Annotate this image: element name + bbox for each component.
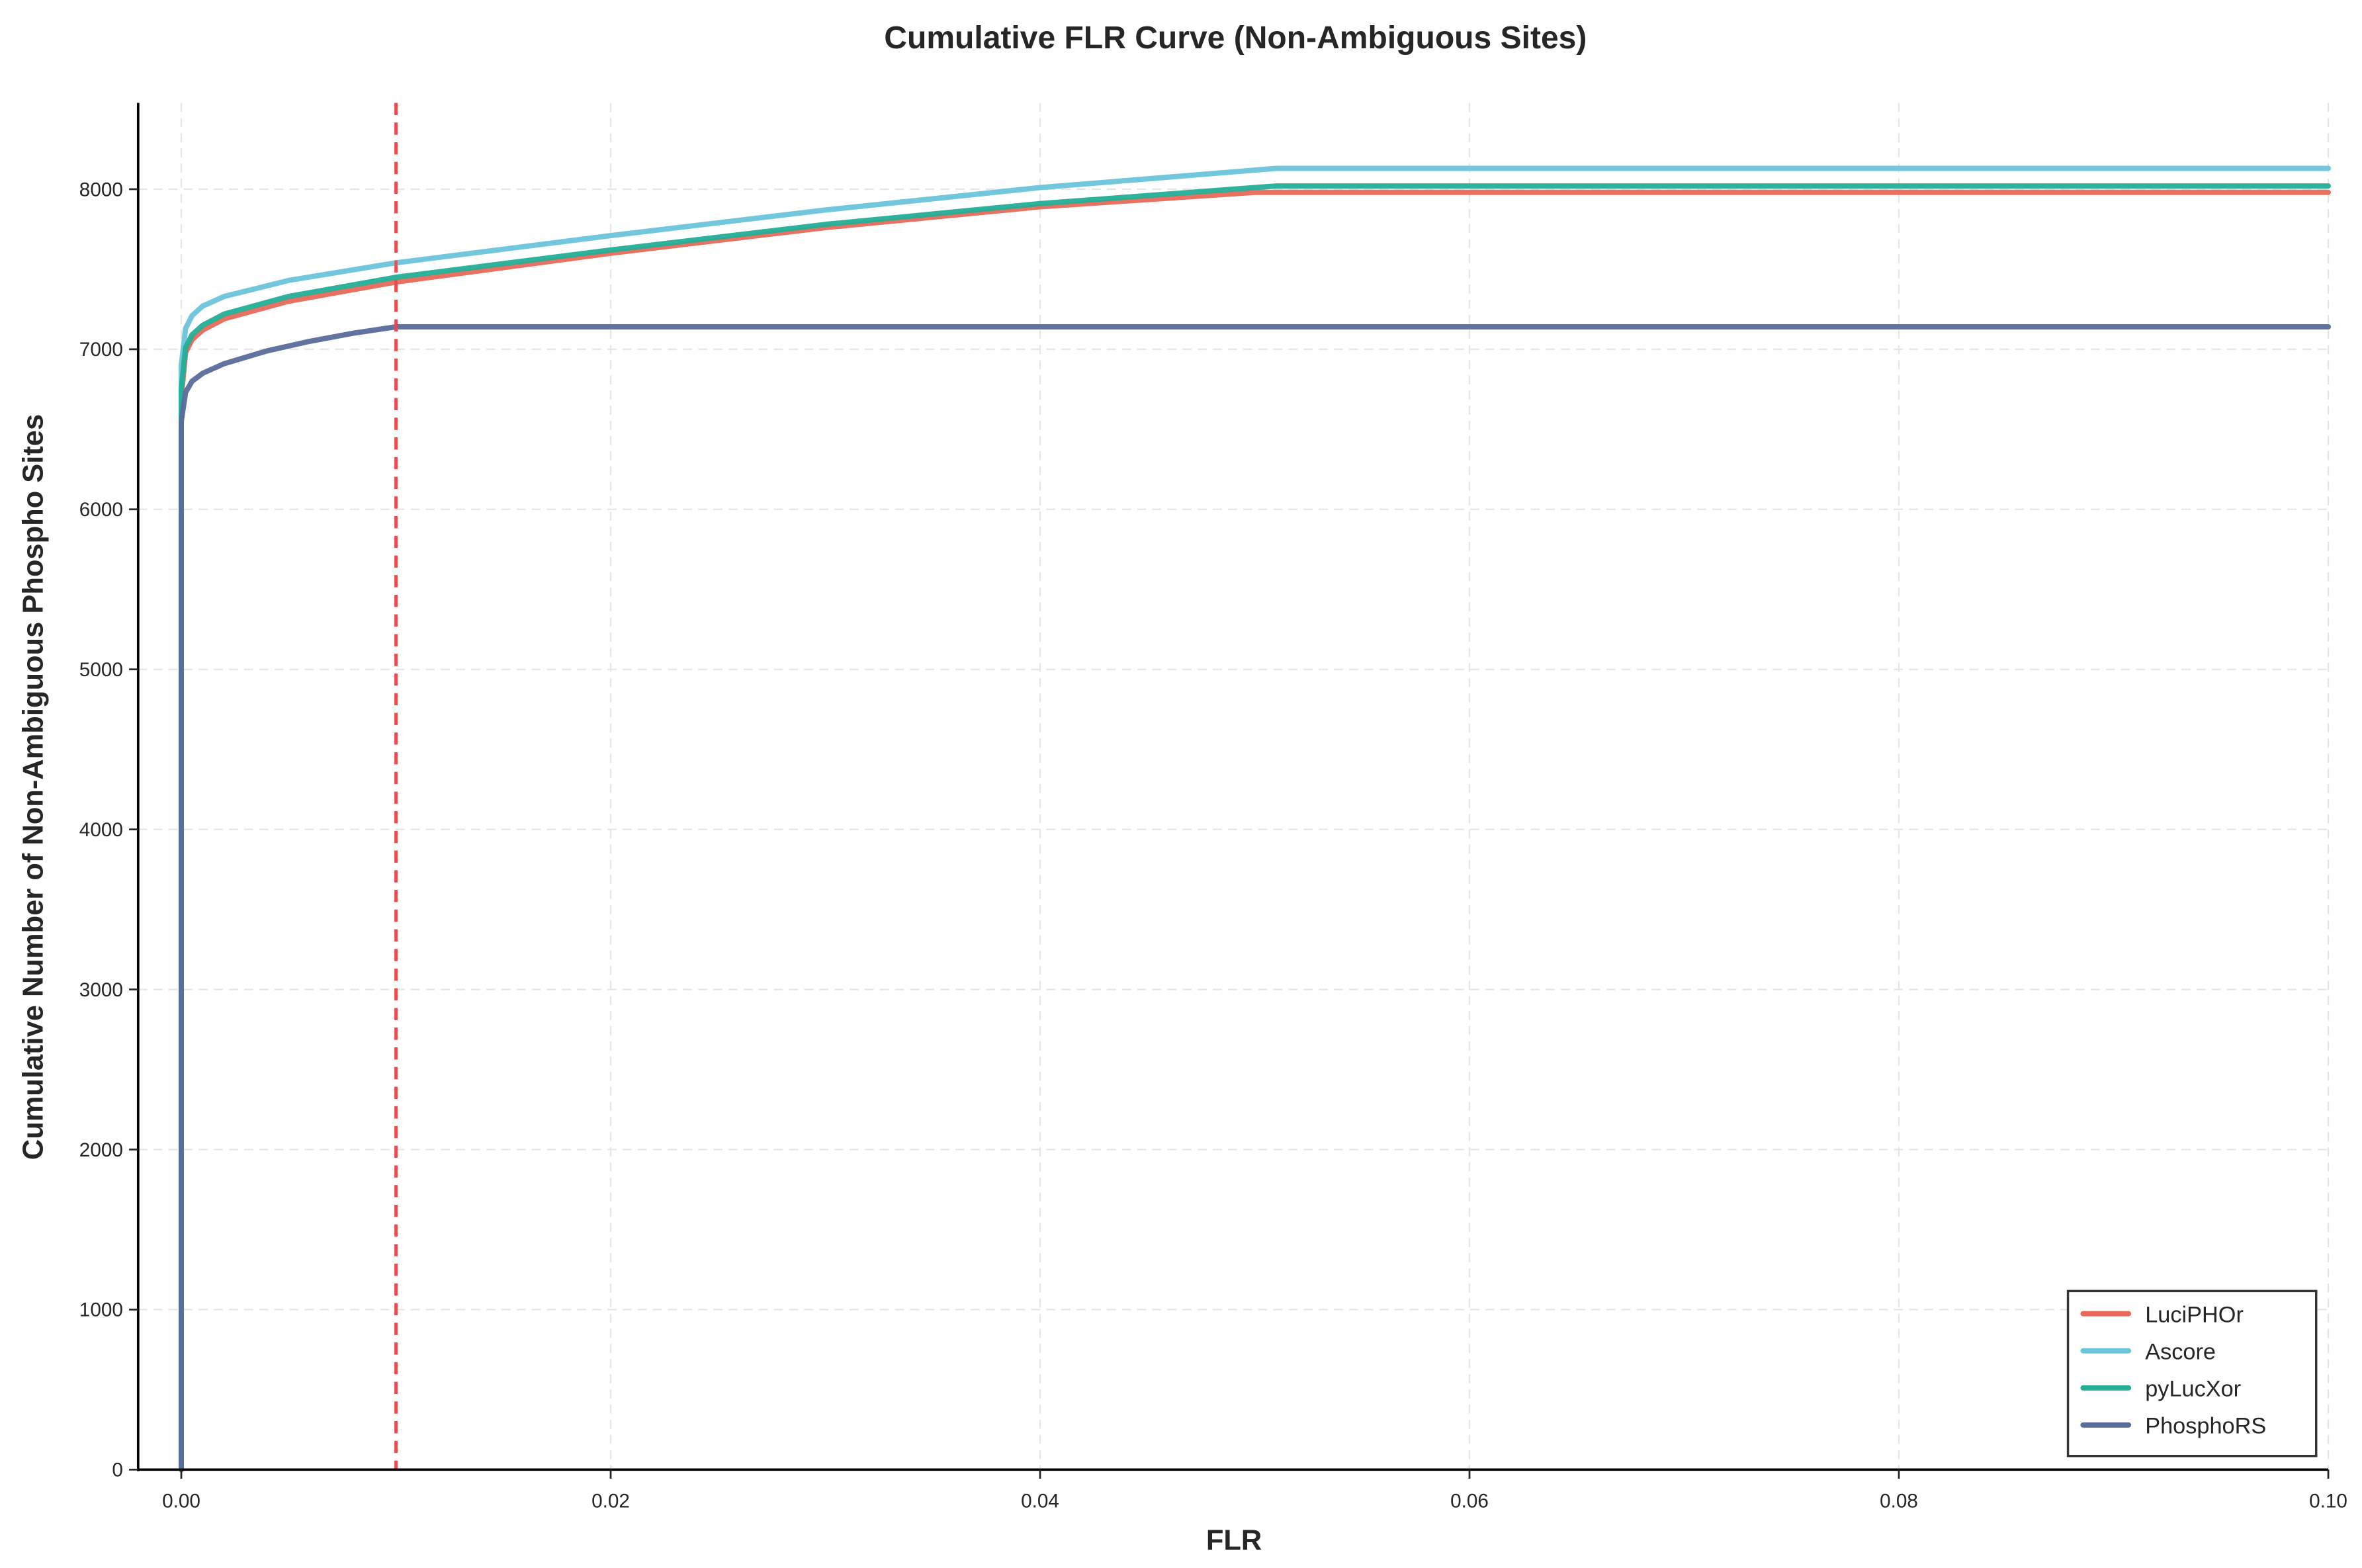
chart-title: Cumulative FLR Curve (Non-Ambiguous Site… <box>884 21 1587 56</box>
x-axis-label: FLR <box>1206 1525 1262 1557</box>
legend-label-luciphor: LuciPHOr <box>2145 1302 2244 1327</box>
legend: LuciPHOr Ascore pyLucXor PhosphoRS <box>2066 1289 2318 1458</box>
legend-box <box>2066 1289 2318 1458</box>
x-tick-label: 0.02 <box>591 1490 630 1512</box>
y-tick-label: 6000 <box>79 499 123 521</box>
x-tick-label: 0.10 <box>2309 1490 2347 1512</box>
series-lines <box>179 103 2332 1473</box>
x-tick-label: 0.00 <box>162 1490 200 1512</box>
x-tick-label: 0.08 <box>1880 1490 1918 1512</box>
y-axis-label: Cumulative Number of Non-Ambiguous Phosp… <box>18 414 50 1160</box>
legend-label-ascore: Ascore <box>2145 1339 2216 1364</box>
series-line-pylucxor <box>179 183 2332 1473</box>
y-tick-label: 5000 <box>79 659 123 681</box>
x-axis-ticks: 0.00 0.02 0.04 0.06 0.08 0.10 <box>162 1469 2347 1512</box>
legend-label-phosphors: PhosphoRS <box>2145 1413 2266 1438</box>
series-line-phosphors <box>179 324 2332 1473</box>
y-tick-label: 0 <box>112 1459 123 1481</box>
axes <box>136 103 2329 1471</box>
y-tick-label: 1000 <box>79 1299 123 1321</box>
x-tick-label: 0.06 <box>1450 1490 1489 1512</box>
y-tick-label: 7000 <box>79 339 123 361</box>
y-axis-ticks: 0 1000 2000 3000 4000 5000 6000 7000 8000 <box>79 179 138 1481</box>
x-tick-label: 0.04 <box>1021 1490 1059 1512</box>
y-tick-label: 4000 <box>79 819 123 841</box>
y-tick-label: 8000 <box>79 179 123 200</box>
y-tick-label: 2000 <box>79 1139 123 1161</box>
y-tick-label: 3000 <box>79 979 123 1001</box>
legend-label-pylucxor: pyLucXor <box>2145 1376 2241 1401</box>
grid-lines <box>138 103 2330 1471</box>
series-line-ascore <box>179 165 2332 1473</box>
